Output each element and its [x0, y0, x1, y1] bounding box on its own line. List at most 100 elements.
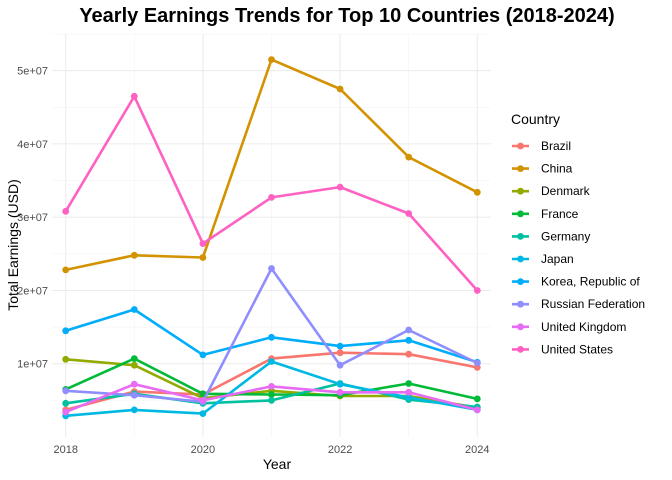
data-point-united-states: [130, 92, 138, 100]
data-point-united-kingdom: [473, 406, 481, 414]
data-point-united-kingdom: [130, 380, 138, 388]
data-point-china: [62, 266, 70, 274]
data-point-korea-republic-of: [336, 342, 344, 350]
data-point-united-kingdom: [62, 408, 70, 416]
legend-key-point: [517, 346, 524, 353]
legend-item-brazil: Brazil: [512, 139, 571, 153]
data-point-france: [130, 355, 138, 362]
data-point-brazil: [336, 349, 344, 357]
data-point-japan: [405, 394, 413, 401]
data-point-united-states: [473, 287, 481, 294]
legend-item-united-kingdom: United Kingdom: [512, 320, 626, 334]
data-point-russian-federation: [336, 361, 344, 369]
legend-items: Brazil China Denmark France Germany Japan Kore…: [512, 139, 645, 356]
data-point-japan: [336, 380, 344, 388]
data-point-korea-republic-of: [62, 327, 70, 335]
data-point-france: [405, 380, 413, 387]
data-point-united-states: [268, 194, 275, 201]
legend-key-point: [517, 278, 524, 285]
legend-item-korea-republic-of: Korea, Republic of: [512, 275, 640, 289]
data-point-russian-federation: [268, 265, 275, 272]
data-point-united-states: [336, 183, 344, 191]
data-point-denmark: [62, 355, 70, 363]
y-tick-label: 3e+07: [17, 212, 48, 224]
data-point-japan: [199, 410, 207, 417]
data-point-france: [473, 395, 481, 403]
data-point-germany: [268, 397, 275, 404]
data-point-japan: [130, 406, 138, 414]
legend-label: Brazil: [541, 139, 571, 153]
data-point-germany: [62, 399, 70, 407]
data-point-japan: [268, 358, 275, 365]
data-point-united-kingdom: [199, 397, 207, 404]
legend-key-point: [517, 210, 524, 218]
x-tick-label: 2020: [191, 444, 215, 456]
legend-key-point: [517, 255, 524, 263]
legend-title: Country: [511, 111, 560, 127]
legend-label: China: [541, 162, 573, 176]
data-point-russian-federation: [62, 387, 70, 395]
data-point-korea-republic-of: [268, 333, 275, 341]
data-point-united-states: [405, 210, 413, 217]
data-point-brazil: [405, 350, 413, 358]
data-point-china: [473, 188, 481, 196]
legend-item-china: China: [512, 162, 573, 176]
data-point-korea-republic-of: [405, 336, 413, 344]
data-point-russian-federation: [473, 359, 481, 367]
legend-label: United States: [541, 342, 613, 356]
x-axis-ticks: 2018 2020 2022 2024: [53, 444, 489, 456]
y-axis-title: Total Earnings (USD): [5, 179, 21, 311]
legend-key-point: [517, 142, 524, 150]
legend-item-france: France: [512, 207, 579, 221]
data-point-china: [405, 153, 413, 161]
legend-item-russian-federation: Russian Federation: [512, 297, 645, 311]
series-united-kingdom: [62, 380, 481, 416]
legend-item-united-states: United States: [512, 342, 613, 356]
y-axis-ticks: 1e+07 2e+07 3e+07 4e+07 5e+07: [17, 66, 48, 371]
series-united-states: [62, 92, 481, 294]
legend-label: France: [541, 207, 579, 221]
legend-key-point: [517, 300, 524, 308]
series-layer: [62, 56, 481, 420]
y-tick-label: 1e+07: [17, 359, 48, 371]
data-point-china: [336, 85, 344, 93]
data-point-russian-federation: [130, 391, 138, 399]
grid: [52, 33, 491, 437]
data-point-united-kingdom: [336, 388, 344, 396]
legend-key-point: [517, 165, 524, 173]
x-tick-label: 2024: [465, 444, 489, 456]
legend-item-denmark: Denmark: [512, 184, 591, 198]
x-axis-title: Year: [263, 456, 292, 472]
legend-key-point: [517, 187, 524, 195]
data-point-united-states: [62, 207, 70, 215]
legend: Country Brazil China Denmark France Germany J…: [511, 111, 645, 356]
legend-label: United Kingdom: [541, 320, 626, 334]
data-point-china: [199, 254, 207, 261]
x-tick-label: 2022: [328, 444, 352, 456]
legend-label: Denmark: [541, 184, 591, 198]
legend-key-point: [517, 233, 524, 240]
legend-label: Korea, Republic of: [541, 275, 640, 289]
y-tick-label: 2e+07: [17, 285, 48, 297]
legend-key-point: [517, 323, 524, 331]
data-point-korea-republic-of: [199, 351, 207, 359]
data-point-china: [268, 56, 275, 63]
data-point-united-kingdom: [405, 388, 413, 396]
legend-label: Japan: [541, 252, 574, 266]
data-point-france: [199, 390, 207, 398]
legend-label: Germany: [541, 229, 590, 243]
legend-item-germany: Germany: [512, 229, 590, 243]
chart-title: Yearly Earnings Trends for Top 10 Countr…: [79, 5, 614, 27]
data-point-france: [268, 391, 275, 398]
data-point-denmark: [130, 361, 138, 369]
x-tick-label: 2018: [53, 444, 77, 456]
data-point-china: [130, 251, 138, 259]
series-china: [62, 56, 481, 274]
y-tick-label: 5e+07: [17, 66, 48, 78]
data-point-united-states: [199, 240, 207, 248]
series-korea-republic-of: [62, 306, 481, 366]
legend-item-japan: Japan: [512, 252, 574, 266]
y-tick-label: 4e+07: [17, 139, 48, 151]
legend-label: Russian Federation: [541, 297, 645, 311]
